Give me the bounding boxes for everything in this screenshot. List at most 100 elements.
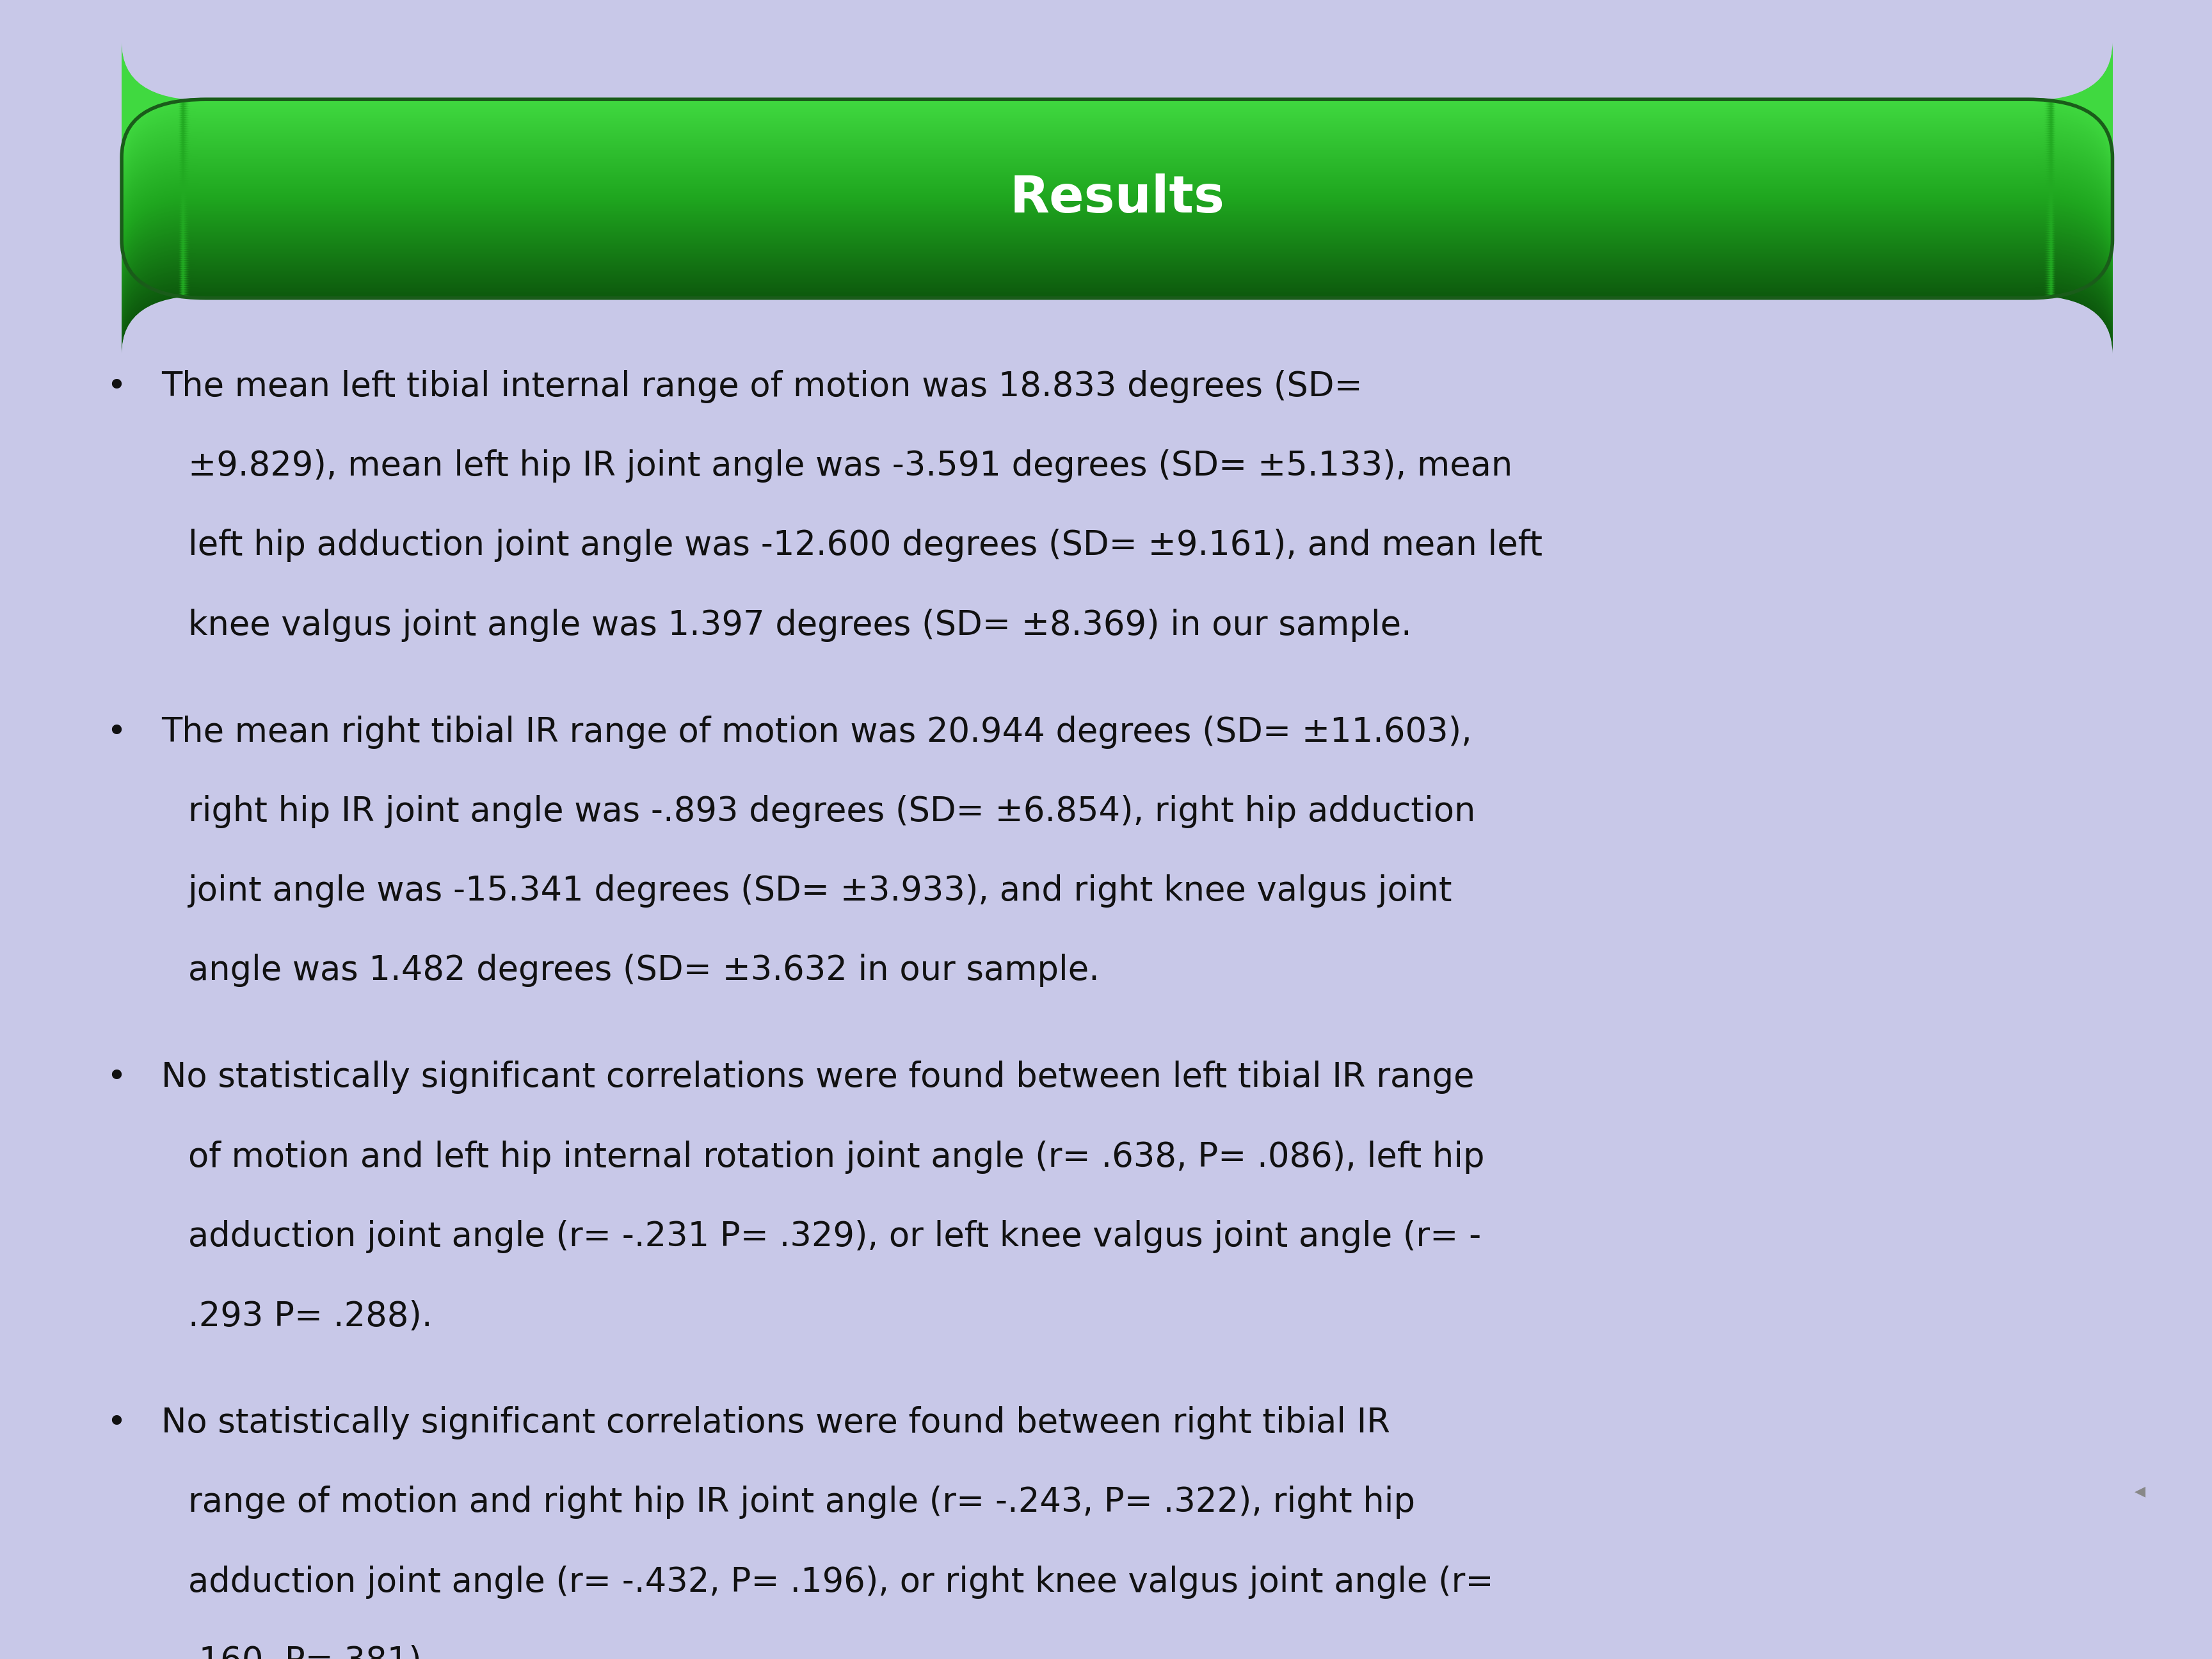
FancyBboxPatch shape xyxy=(122,113,2112,227)
Text: of motion and left hip internal rotation joint angle (r= .638, P= .086), left hi: of motion and left hip internal rotation… xyxy=(188,1140,1484,1173)
FancyBboxPatch shape xyxy=(122,144,2112,257)
FancyBboxPatch shape xyxy=(122,51,2112,164)
FancyBboxPatch shape xyxy=(122,118,2112,232)
FancyBboxPatch shape xyxy=(122,216,2112,328)
Text: No statistically significant correlations were found between left tibial IR rang: No statistically significant correlation… xyxy=(161,1060,1475,1095)
Text: The mean left tibial internal range of motion was 18.833 degrees (SD=: The mean left tibial internal range of m… xyxy=(161,370,1363,403)
FancyBboxPatch shape xyxy=(122,71,2112,186)
FancyBboxPatch shape xyxy=(122,93,2112,207)
FancyBboxPatch shape xyxy=(122,105,2112,217)
FancyBboxPatch shape xyxy=(122,144,2112,259)
FancyBboxPatch shape xyxy=(122,136,2112,249)
FancyBboxPatch shape xyxy=(122,168,2112,280)
FancyBboxPatch shape xyxy=(122,237,2112,350)
FancyBboxPatch shape xyxy=(122,206,2112,319)
FancyBboxPatch shape xyxy=(122,199,2112,314)
FancyBboxPatch shape xyxy=(122,199,2112,312)
FancyBboxPatch shape xyxy=(122,187,2112,300)
FancyBboxPatch shape xyxy=(122,207,2112,322)
FancyBboxPatch shape xyxy=(122,46,2112,159)
FancyBboxPatch shape xyxy=(122,119,2112,232)
Text: joint angle was -15.341 degrees (SD= ±3.933), and right knee valgus joint: joint angle was -15.341 degrees (SD= ±3.… xyxy=(188,874,1453,907)
FancyBboxPatch shape xyxy=(122,232,2112,347)
FancyBboxPatch shape xyxy=(122,68,2112,182)
FancyBboxPatch shape xyxy=(122,201,2112,315)
FancyBboxPatch shape xyxy=(122,134,2112,249)
FancyBboxPatch shape xyxy=(122,95,2112,209)
FancyBboxPatch shape xyxy=(122,207,2112,320)
FancyBboxPatch shape xyxy=(122,123,2112,236)
FancyBboxPatch shape xyxy=(122,197,2112,310)
FancyBboxPatch shape xyxy=(122,60,2112,174)
FancyBboxPatch shape xyxy=(122,129,2112,242)
FancyBboxPatch shape xyxy=(122,196,2112,309)
FancyBboxPatch shape xyxy=(122,116,2112,229)
FancyBboxPatch shape xyxy=(122,133,2112,246)
FancyBboxPatch shape xyxy=(122,61,2112,176)
FancyBboxPatch shape xyxy=(122,61,2112,174)
FancyBboxPatch shape xyxy=(122,109,2112,224)
FancyBboxPatch shape xyxy=(122,96,2112,209)
FancyBboxPatch shape xyxy=(122,149,2112,264)
FancyBboxPatch shape xyxy=(122,139,2112,254)
FancyBboxPatch shape xyxy=(122,78,2112,192)
FancyBboxPatch shape xyxy=(122,227,2112,340)
FancyBboxPatch shape xyxy=(122,196,2112,310)
FancyBboxPatch shape xyxy=(122,85,2112,197)
FancyBboxPatch shape xyxy=(122,231,2112,343)
FancyBboxPatch shape xyxy=(122,136,2112,251)
FancyBboxPatch shape xyxy=(122,232,2112,345)
FancyBboxPatch shape xyxy=(122,56,2112,169)
FancyBboxPatch shape xyxy=(122,48,2112,163)
FancyBboxPatch shape xyxy=(122,131,2112,246)
FancyBboxPatch shape xyxy=(122,70,2112,184)
FancyBboxPatch shape xyxy=(122,209,2112,324)
FancyBboxPatch shape xyxy=(122,114,2112,227)
FancyBboxPatch shape xyxy=(122,43,2112,158)
FancyBboxPatch shape xyxy=(122,86,2112,201)
FancyBboxPatch shape xyxy=(122,186,2112,300)
FancyBboxPatch shape xyxy=(122,111,2112,224)
FancyBboxPatch shape xyxy=(122,166,2112,280)
FancyBboxPatch shape xyxy=(122,124,2112,237)
FancyBboxPatch shape xyxy=(122,111,2112,226)
FancyBboxPatch shape xyxy=(122,141,2112,254)
FancyBboxPatch shape xyxy=(122,212,2112,327)
FancyBboxPatch shape xyxy=(122,154,2112,267)
FancyBboxPatch shape xyxy=(122,56,2112,171)
FancyBboxPatch shape xyxy=(122,182,2112,295)
FancyBboxPatch shape xyxy=(122,234,2112,348)
FancyBboxPatch shape xyxy=(122,60,2112,173)
FancyBboxPatch shape xyxy=(122,151,2112,265)
FancyBboxPatch shape xyxy=(122,75,2112,187)
Text: knee valgus joint angle was 1.397 degrees (SD= ±8.369) in our sample.: knee valgus joint angle was 1.397 degree… xyxy=(188,609,1411,642)
FancyBboxPatch shape xyxy=(122,100,2112,212)
FancyBboxPatch shape xyxy=(122,91,2112,204)
FancyBboxPatch shape xyxy=(122,101,2112,214)
FancyBboxPatch shape xyxy=(122,217,2112,330)
Text: No statistically significant correlations were found between right tibial IR: No statistically significant correlation… xyxy=(161,1407,1391,1440)
FancyBboxPatch shape xyxy=(122,227,2112,342)
FancyBboxPatch shape xyxy=(122,51,2112,166)
FancyBboxPatch shape xyxy=(122,171,2112,285)
FancyBboxPatch shape xyxy=(122,224,2112,338)
FancyBboxPatch shape xyxy=(122,45,2112,158)
FancyBboxPatch shape xyxy=(122,189,2112,302)
FancyBboxPatch shape xyxy=(122,148,2112,260)
FancyBboxPatch shape xyxy=(122,96,2112,211)
Text: •: • xyxy=(106,715,126,748)
Text: angle was 1.482 degrees (SD= ±3.632 in our sample.: angle was 1.482 degrees (SD= ±3.632 in o… xyxy=(188,954,1099,987)
Text: left hip adduction joint angle was -12.600 degrees (SD= ±9.161), and mean left: left hip adduction joint angle was -12.6… xyxy=(188,529,1542,562)
Text: range of motion and right hip IR joint angle (r= -.243, P= .322), right hip: range of motion and right hip IR joint a… xyxy=(188,1486,1416,1520)
FancyBboxPatch shape xyxy=(122,53,2112,168)
FancyBboxPatch shape xyxy=(122,173,2112,285)
FancyBboxPatch shape xyxy=(122,146,2112,259)
FancyBboxPatch shape xyxy=(122,153,2112,265)
FancyBboxPatch shape xyxy=(122,88,2112,202)
FancyBboxPatch shape xyxy=(122,63,2112,178)
FancyBboxPatch shape xyxy=(122,55,2112,168)
FancyBboxPatch shape xyxy=(122,226,2112,338)
FancyBboxPatch shape xyxy=(122,126,2112,241)
FancyBboxPatch shape xyxy=(122,156,2112,269)
FancyBboxPatch shape xyxy=(122,141,2112,255)
